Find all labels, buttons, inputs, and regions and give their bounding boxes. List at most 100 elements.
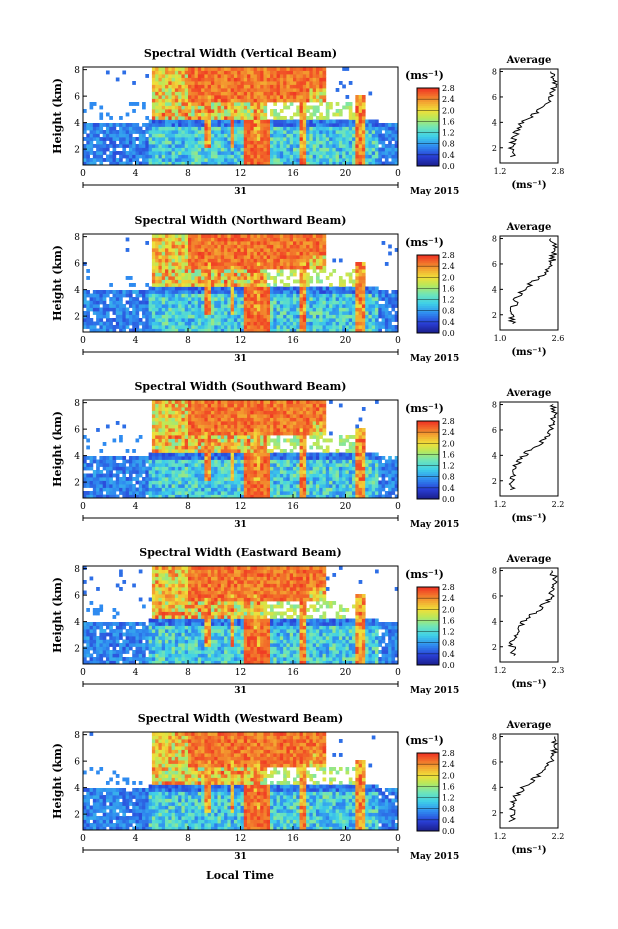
heatmap-cell <box>155 147 159 152</box>
heatmap-cell <box>204 137 209 141</box>
heatmap-cell <box>279 158 284 162</box>
heatmap-cell <box>283 161 287 166</box>
heatmap-cell <box>165 147 169 152</box>
heatmap-cell <box>165 133 169 138</box>
heatmap-cell <box>99 480 104 485</box>
heatmap-cell <box>273 325 277 329</box>
heatmap-cell <box>201 410 205 415</box>
heatmap-cell <box>260 286 264 291</box>
heatmap-cell <box>132 321 136 326</box>
heatmap-cell <box>325 144 330 148</box>
heatmap-cell <box>227 300 232 305</box>
heatmap-cell <box>273 255 277 259</box>
heatmap-cell <box>142 466 146 471</box>
heatmap-cell <box>306 130 310 134</box>
heatmap-cell <box>348 112 353 117</box>
heatmap-cell <box>171 251 176 256</box>
heatmap-cell <box>286 77 291 82</box>
heatmap-cell <box>210 248 215 252</box>
heatmap-cell <box>276 81 281 85</box>
heatmap-cell <box>171 463 176 467</box>
heatmap-cell <box>99 318 104 322</box>
heatmap-cell <box>322 262 327 266</box>
heatmap-cell <box>260 126 264 131</box>
heatmap-cell <box>138 137 143 141</box>
heatmap-cell <box>161 459 166 464</box>
heatmap-cell <box>122 70 127 75</box>
heatmap-cell <box>102 147 107 152</box>
heatmap-cell <box>178 431 182 436</box>
heatmap-cell <box>138 293 143 298</box>
heatmap-cell <box>142 137 146 141</box>
heatmap-cell <box>155 307 159 312</box>
heatmap-cell <box>119 477 123 481</box>
colorbar-segment <box>417 95 439 99</box>
heatmap-cell <box>253 300 258 305</box>
average-title: Average <box>506 55 552 66</box>
heatmap-cell <box>230 237 235 242</box>
heatmap-cell <box>322 304 327 308</box>
heatmap-cell <box>178 140 182 145</box>
heatmap-cell <box>83 311 87 315</box>
heatmap-cell <box>335 147 340 152</box>
heatmap-cell <box>276 318 281 322</box>
heatmap-cell <box>253 321 258 326</box>
heatmap-cell <box>315 119 320 124</box>
heatmap-cell <box>388 328 392 333</box>
heatmap-cell <box>365 123 369 127</box>
heatmap-cell <box>214 494 218 499</box>
heatmap-cell <box>96 137 100 141</box>
heatmap-cell <box>220 102 225 106</box>
colorbar-segment <box>417 128 439 132</box>
heatmap-cell <box>197 290 202 294</box>
heatmap-cell <box>381 137 386 141</box>
heatmap-cell <box>315 81 320 85</box>
heatmap-cell <box>165 88 169 92</box>
heatmap-cell <box>322 126 327 131</box>
heatmap-cell <box>194 424 199 429</box>
heatmap-cell <box>207 98 212 103</box>
heatmap-cell <box>184 91 189 96</box>
heatmap-cell <box>260 123 264 127</box>
heatmap-cell <box>214 144 218 148</box>
colorbar-segment <box>417 274 439 277</box>
day-label: 31 <box>234 354 247 364</box>
heatmap-cell <box>315 272 320 277</box>
heatmap-cell <box>286 123 291 127</box>
heatmap-cell <box>174 442 179 446</box>
heatmap-cell <box>352 279 356 284</box>
heatmap-cell <box>289 147 294 152</box>
heatmap-cell <box>210 151 215 155</box>
heatmap-cell <box>184 286 189 291</box>
heatmap-cell <box>361 276 366 280</box>
heatmap-cell <box>279 84 284 89</box>
heatmap-cell <box>188 88 192 92</box>
heatmap-cell <box>283 77 287 82</box>
heatmap-cell <box>165 477 169 481</box>
colorbar-segment <box>417 97 439 101</box>
heatmap-cell <box>214 137 218 141</box>
heatmap-cell <box>161 151 166 155</box>
heatmap-cell <box>194 130 199 134</box>
heatmap-cell <box>161 435 166 439</box>
heatmap-cell <box>168 283 172 287</box>
heatmap-cell <box>151 442 156 446</box>
heatmap-cell <box>279 325 284 329</box>
heatmap-cell <box>247 307 251 312</box>
heatmap-cell <box>214 321 218 326</box>
heatmap-cell <box>171 161 176 166</box>
heatmap-cell <box>279 314 284 319</box>
heatmap-cell <box>165 325 169 329</box>
heatmap-cell <box>174 449 179 453</box>
heatmap-cell <box>204 234 209 238</box>
heatmap-cell <box>204 154 209 159</box>
heatmap-cell <box>217 241 222 245</box>
heatmap-cell <box>263 144 268 148</box>
heatmap-cell <box>207 400 212 404</box>
heatmap-cell <box>293 255 297 259</box>
heatmap-cell <box>217 290 222 294</box>
heatmap-cell <box>233 276 238 280</box>
heatmap-cell <box>289 116 294 120</box>
heatmap-cell <box>158 407 163 411</box>
heatmap-cell <box>368 123 373 127</box>
